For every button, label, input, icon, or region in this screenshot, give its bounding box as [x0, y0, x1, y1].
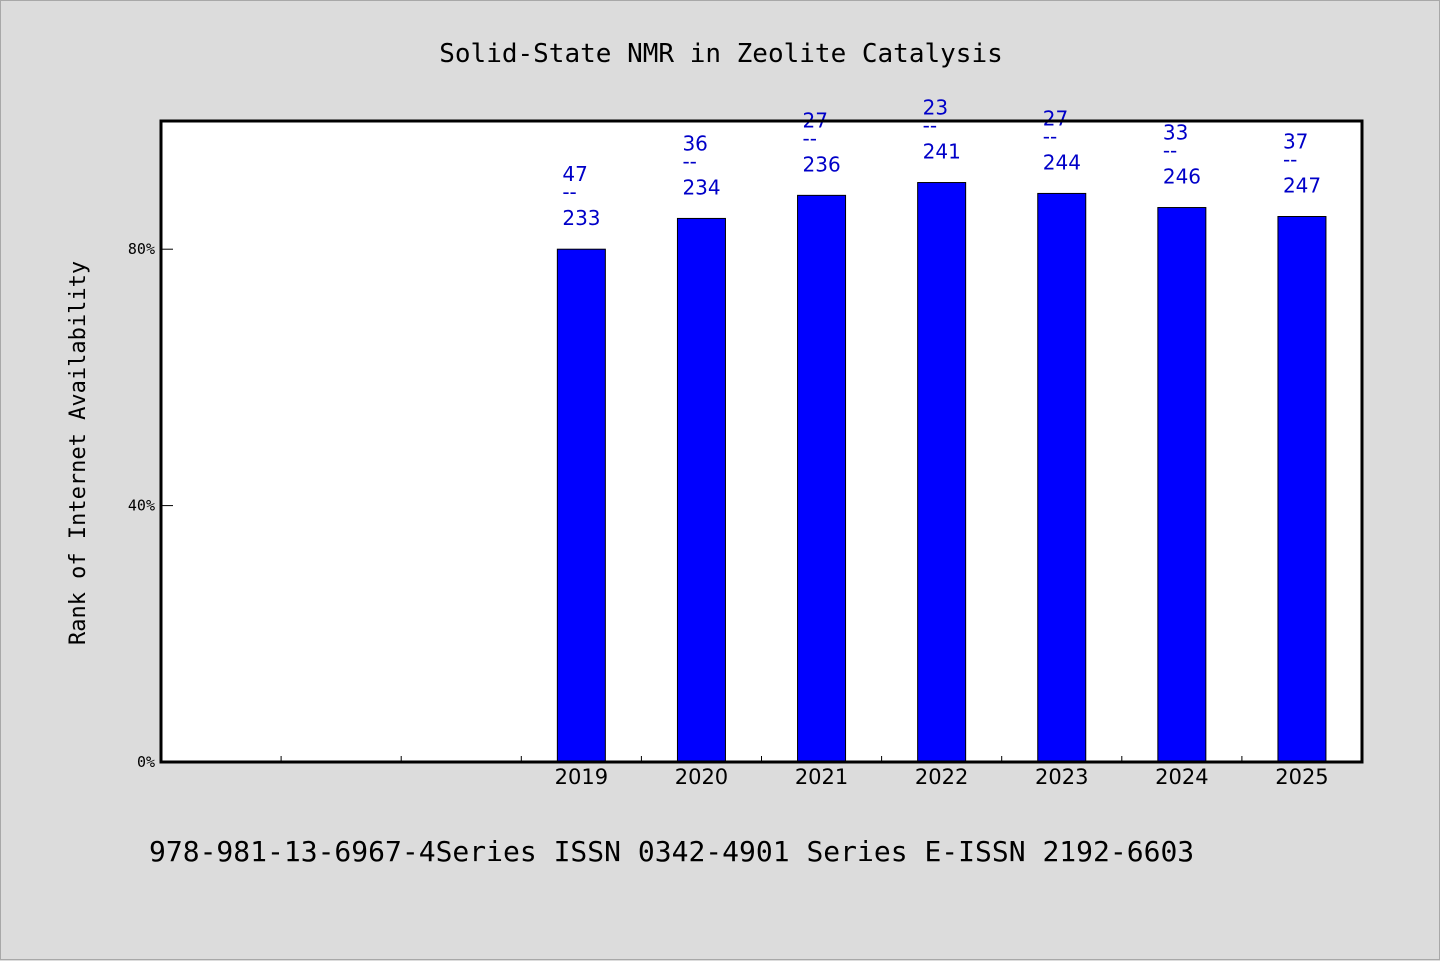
bar-2022: [917, 182, 967, 763]
y-tick-label: 40%: [128, 497, 155, 515]
data-label-bottom: 247: [1283, 174, 1321, 198]
x-tick-label: 2021: [795, 765, 848, 789]
bar-2021: [797, 194, 847, 763]
plot-frame: [159, 119, 1364, 764]
data-label-bottom: 233: [562, 206, 600, 230]
data-label-bottom: 241: [923, 140, 961, 164]
data-label-bottom: 244: [1043, 150, 1081, 174]
data-label-separator: --: [923, 114, 937, 138]
x-tick-label: 2022: [915, 765, 968, 789]
ticks-group: 0% 40% 80% 2019 2020 2021 2022 2023 2024 2025: [128, 240, 1329, 789]
bar-2024: [1157, 207, 1207, 763]
data-label-top: 36: [682, 131, 707, 155]
data-label-top: 33: [1163, 121, 1188, 145]
chart-title: Solid-State NMR in Zeolite Catalysis: [439, 39, 1003, 69]
data-label-separator: --: [803, 126, 817, 150]
bars-group: [556, 182, 1327, 763]
footer-isbn-text: 978-981-13-6967-4Series ISSN 0342-4901 S…: [149, 835, 1195, 868]
data-label-bottom: 236: [803, 152, 841, 176]
data-label-top: 37: [1283, 130, 1308, 154]
y-tick-label: 0%: [137, 753, 155, 771]
bar-2019: [556, 248, 606, 763]
bar-2023: [1037, 192, 1087, 763]
x-tick-label: 2024: [1155, 765, 1208, 789]
x-tick-label: 2025: [1275, 765, 1328, 789]
data-label-top: 27: [1043, 106, 1068, 130]
y-tick-label: 80%: [128, 240, 155, 258]
bar-2020: [676, 217, 726, 763]
data-label-bottom: 246: [1163, 165, 1201, 189]
data-label-separator: --: [682, 149, 696, 173]
data-label-separator: --: [1163, 139, 1177, 163]
x-tick-label: 2019: [555, 765, 608, 789]
x-tick-label: 2020: [675, 765, 728, 789]
y-axis-label: Rank of Internet Availability: [66, 261, 91, 645]
data-label-top: 47: [562, 162, 587, 186]
x-tick-label: 2023: [1035, 765, 1088, 789]
data-labels-group: 47--23336--23427--23623--24127--24433--2…: [562, 96, 1321, 231]
bar-2025: [1277, 216, 1327, 763]
data-label-separator: --: [562, 180, 576, 204]
data-label-top: 23: [923, 96, 948, 120]
data-label-bottom: 234: [682, 175, 720, 199]
data-label-separator: --: [1043, 124, 1057, 148]
data-label-separator: --: [1283, 148, 1297, 172]
